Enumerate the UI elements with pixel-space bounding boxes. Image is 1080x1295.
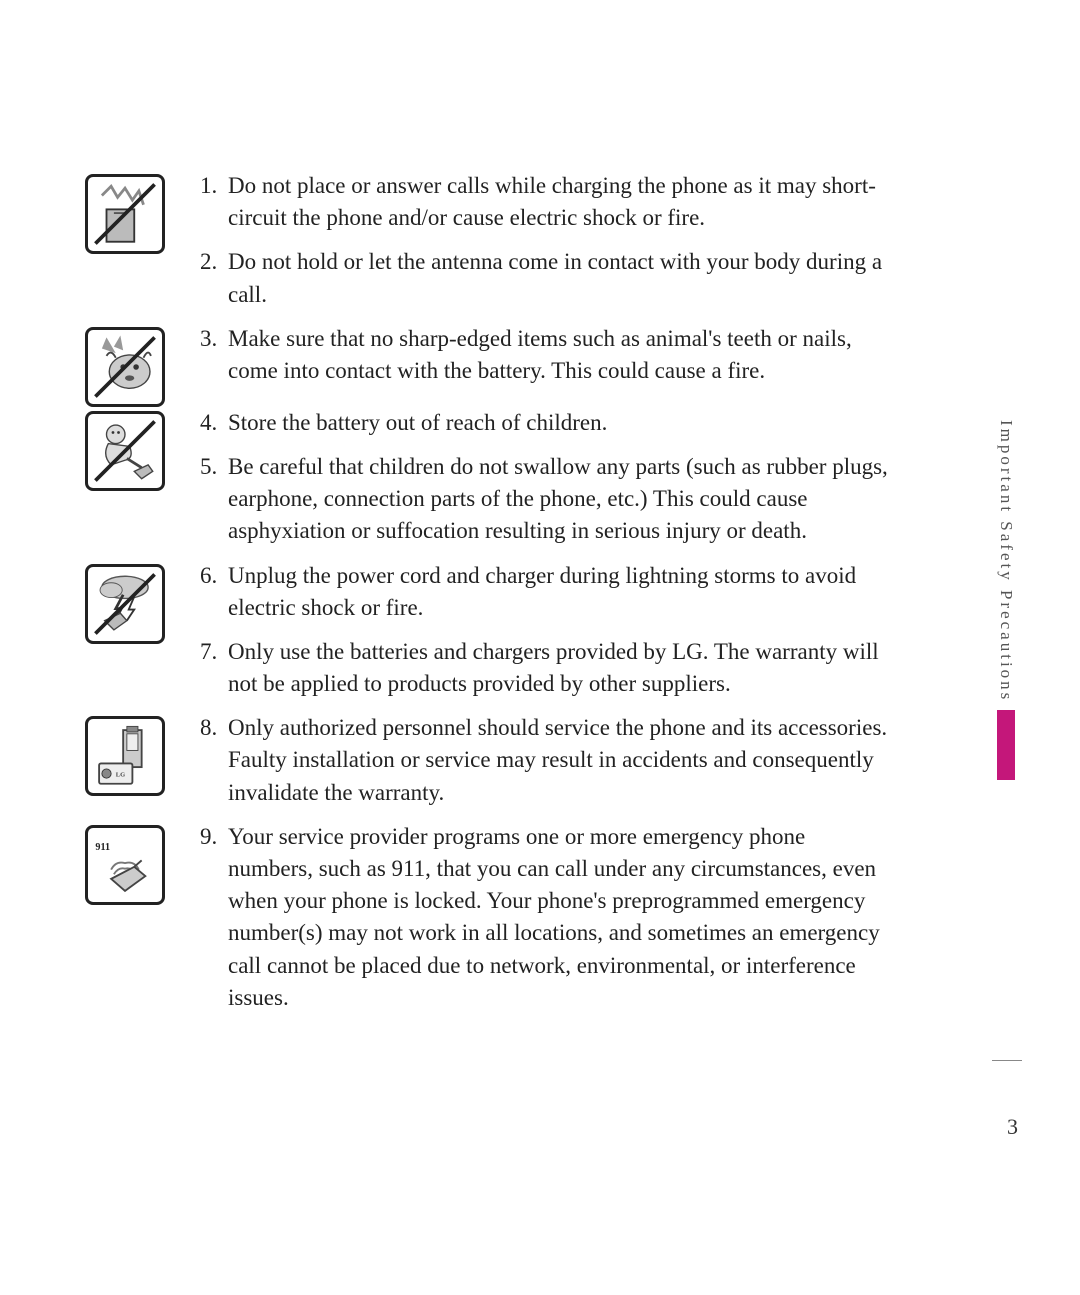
- svg-text:LG: LG: [116, 772, 125, 779]
- side-tab: Important Safety Precautions: [992, 420, 1020, 900]
- block-2: Make sure that no sharp-edged items such…: [85, 323, 895, 407]
- side-section-label: Important Safety Precautions: [996, 420, 1016, 702]
- content-area: Do not place or answer calls while charg…: [85, 170, 895, 1026]
- block-6: 911 Your service provider programs one o…: [85, 821, 895, 1026]
- charging-no-call-icon: [85, 174, 165, 254]
- precaution-item: Make sure that no sharp-edged items such…: [200, 323, 895, 387]
- emergency-911-icon: 911: [85, 825, 165, 905]
- precaution-item: Store the battery out of reach of childr…: [200, 407, 895, 439]
- precaution-item: Do not place or answer calls while charg…: [200, 170, 895, 234]
- precaution-item: Be careful that children do not swallow …: [200, 451, 895, 548]
- block-3: Store the battery out of reach of childr…: [85, 407, 895, 560]
- side-accent-bar: [997, 710, 1015, 780]
- animal-teeth-icon: [85, 327, 165, 407]
- precaution-item: Do not hold or let the antenna come in c…: [200, 246, 895, 310]
- svg-text:911: 911: [95, 842, 110, 853]
- lg-battery-icon: LG: [85, 716, 165, 796]
- block-1: Do not place or answer calls while charg…: [85, 170, 895, 323]
- precaution-item: Only authorized personnel should service…: [200, 712, 895, 809]
- precaution-item: Your service provider programs one or mo…: [200, 821, 895, 1014]
- block-5: LG Only authorized personnel should serv…: [85, 712, 895, 821]
- child-reach-icon: [85, 411, 165, 491]
- precaution-item: Only use the batteries and chargers prov…: [200, 636, 895, 700]
- page-number: 3: [1007, 1114, 1018, 1140]
- page-divider: [992, 1060, 1022, 1061]
- precaution-item: Unplug the power cord and charger during…: [200, 560, 895, 624]
- lightning-storm-icon: [85, 564, 165, 644]
- block-4: Unplug the power cord and charger during…: [85, 560, 895, 713]
